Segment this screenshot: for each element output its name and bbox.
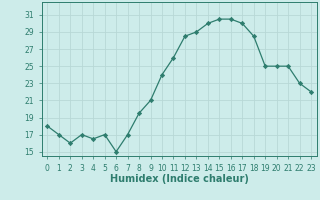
- X-axis label: Humidex (Indice chaleur): Humidex (Indice chaleur): [110, 174, 249, 184]
